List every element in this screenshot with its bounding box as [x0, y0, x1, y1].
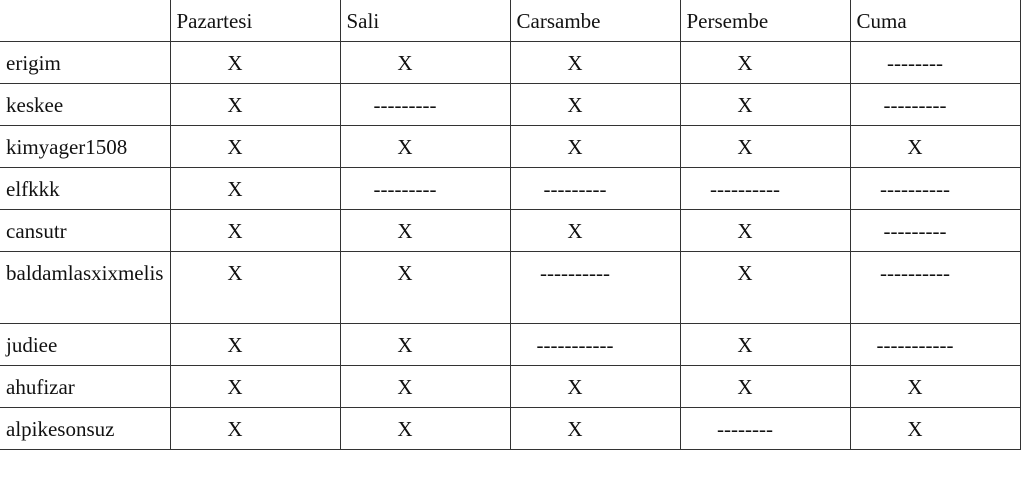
attendance-cell: ---------- [849, 251, 1021, 324]
attendance-cell: -------- [849, 41, 1021, 84]
attendance-cell: ----------- [849, 323, 1021, 366]
attendance-cell: X [339, 365, 511, 408]
attendance-cell: X [679, 365, 851, 408]
attendance-cell: --------- [849, 209, 1021, 252]
attendance-cell: X [339, 323, 511, 366]
attendance-cell: ---------- [679, 167, 851, 210]
attendance-cell: X [169, 83, 341, 126]
header-carsambe: Carsambe [509, 0, 681, 42]
attendance-cell: X [679, 41, 851, 84]
attendance-cell: X [509, 209, 681, 252]
header-cuma: Cuma [849, 0, 1021, 42]
table-row: keskee X --------- X X --------- [0, 83, 1021, 126]
attendance-cell: X [849, 125, 1021, 168]
attendance-cell: --------- [339, 83, 511, 126]
attendance-cell: X [509, 83, 681, 126]
attendance-table: Pazartesi Sali Carsambe Persembe Cuma er… [0, 0, 1021, 450]
table-row: ahufizar X X X X X [0, 365, 1021, 408]
attendance-cell: X [679, 323, 851, 366]
table-row: cansutr X X X X --------- [0, 209, 1021, 252]
attendance-cell: -------- [679, 407, 851, 450]
user-name-cell: kimyager1508 [0, 125, 171, 168]
user-name-cell: elfkkk [0, 167, 171, 210]
table-row: kimyager1508 X X X X X [0, 125, 1021, 168]
attendance-cell: X [169, 125, 341, 168]
attendance-cell: X [169, 251, 341, 324]
attendance-cell: X [169, 41, 341, 84]
attendance-cell: X [679, 83, 851, 126]
attendance-cell: --------- [509, 167, 681, 210]
user-name-cell: cansutr [0, 209, 171, 252]
header-empty [0, 0, 171, 42]
attendance-cell: X [339, 41, 511, 84]
attendance-cell: X [679, 251, 851, 324]
attendance-cell: X [169, 365, 341, 408]
attendance-cell: --------- [849, 83, 1021, 126]
attendance-cell: X [339, 251, 511, 324]
header-pazartesi: Pazartesi [169, 0, 341, 42]
attendance-cell: X [169, 323, 341, 366]
user-name-cell: judiee [0, 323, 171, 366]
header-persembe: Persembe [679, 0, 851, 42]
table-row: judiee X X ----------- X ----------- [0, 323, 1021, 366]
attendance-cell: X [509, 41, 681, 84]
table-row: alpikesonsuz X X X -------- X [0, 407, 1021, 450]
attendance-cell: X [509, 365, 681, 408]
attendance-cell: X [169, 209, 341, 252]
attendance-cell: X [849, 407, 1021, 450]
table-row: elfkkk X --------- --------- ---------- -----… [0, 167, 1021, 210]
attendance-cell: X [339, 209, 511, 252]
user-name-cell: erigim [0, 41, 171, 84]
attendance-cell: X [679, 209, 851, 252]
attendance-cell: ---------- [849, 167, 1021, 210]
attendance-cell: X [679, 125, 851, 168]
header-sali: Sali [339, 0, 511, 42]
table-row: erigim X X X X -------- [0, 41, 1021, 84]
table-row: baldamlasxixmelis X X ---------- X ---------- [0, 251, 1021, 324]
user-name-cell: baldamlasxixmelis [0, 251, 171, 324]
attendance-cell: X [509, 125, 681, 168]
attendance-cell: ----------- [509, 323, 681, 366]
attendance-cell: X [169, 167, 341, 210]
user-name-cell: keskee [0, 83, 171, 126]
user-name-cell: alpikesonsuz [0, 407, 171, 450]
attendance-cell: X [509, 407, 681, 450]
attendance-cell: X [339, 125, 511, 168]
attendance-cell: ---------- [509, 251, 681, 324]
attendance-cell: X [339, 407, 511, 450]
attendance-cell: --------- [339, 167, 511, 210]
header-row: Pazartesi Sali Carsambe Persembe Cuma [0, 0, 1021, 42]
attendance-cell: X [169, 407, 341, 450]
attendance-cell: X [849, 365, 1021, 408]
user-name-cell: ahufizar [0, 365, 171, 408]
